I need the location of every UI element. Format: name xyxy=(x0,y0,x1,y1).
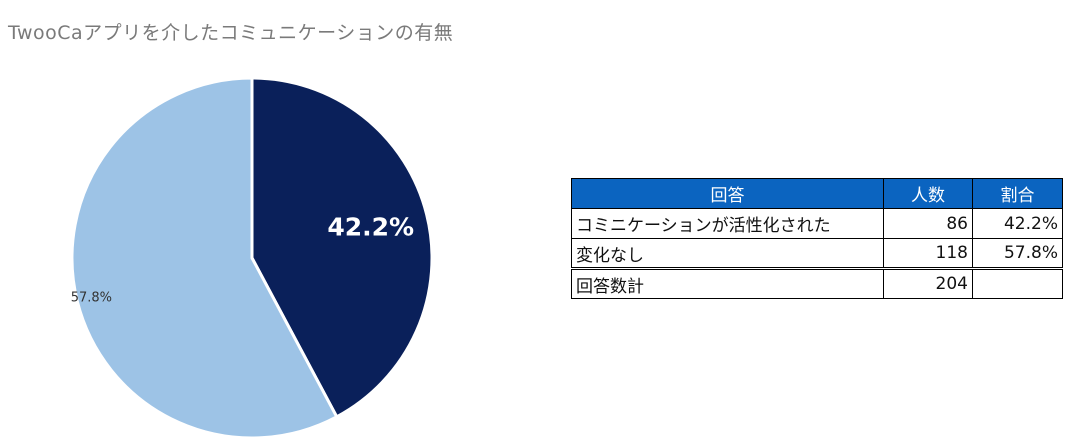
cell-count: 86 xyxy=(883,208,973,239)
total-label: 回答数計 xyxy=(571,267,884,299)
cell-count: 118 xyxy=(883,238,973,269)
pie-label-2: 57.8% xyxy=(71,291,112,306)
pie-label-1: 42.2% xyxy=(327,212,414,241)
table-header-row: 回答 人数 割合 xyxy=(571,178,1063,209)
cell-ratio: 57.8% xyxy=(972,238,1063,269)
summary-table: 回答 人数 割合 コミニケーションが活性化された 86 42.2% 変化なし 1… xyxy=(571,178,1063,299)
table-total-row: 回答数計 204 xyxy=(571,267,1063,299)
header-count: 人数 xyxy=(883,178,973,209)
header-ratio: 割合 xyxy=(972,178,1063,209)
table-row: 変化なし 118 57.8% xyxy=(571,238,1063,269)
header-answer: 回答 xyxy=(571,178,884,209)
total-count: 204 xyxy=(883,267,973,299)
cell-answer: 変化なし xyxy=(571,238,884,269)
pie-slice-1 xyxy=(250,76,434,419)
chart-title: TwooCaアプリを介したコミュニケーションの有無 xyxy=(8,22,454,44)
total-ratio xyxy=(972,267,1063,299)
cell-answer: コミニケーションが活性化された xyxy=(571,208,884,239)
table-row: コミニケーションが活性化された 86 42.2% xyxy=(571,208,1063,239)
cell-ratio: 42.2% xyxy=(972,208,1063,239)
